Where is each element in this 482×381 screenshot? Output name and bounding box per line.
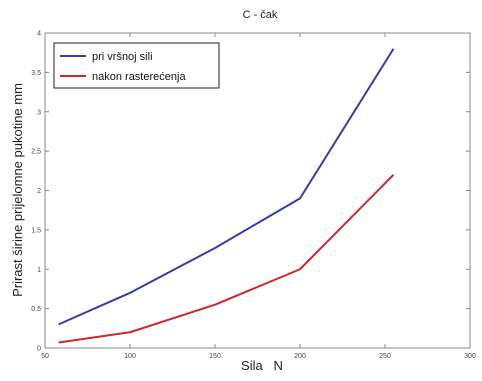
- legend-label-1: nakon rasterećenja: [92, 71, 186, 83]
- x-tick-label: 50: [41, 353, 49, 360]
- y-tick-label: 3: [37, 109, 41, 116]
- y-tick-label: 2: [37, 188, 41, 195]
- y-tick-label: 2.5: [31, 149, 41, 156]
- x-tick-label: 300: [464, 353, 476, 360]
- series-line-1: [58, 174, 395, 344]
- x-tick-label: 250: [379, 353, 391, 360]
- x-tick-label: 100: [124, 353, 136, 360]
- series-lines: [58, 48, 395, 344]
- y-tick-label: 1.5: [31, 227, 41, 234]
- y-axis-label: Prirast širine prijelomne pukotine mm: [10, 83, 25, 297]
- legend-box: [53, 42, 220, 89]
- legend-label-0: pri vršnoj sili: [92, 51, 153, 63]
- y-tick-label: 3.5: [31, 70, 41, 77]
- y-tick-label: 0.5: [31, 306, 41, 313]
- y-tick-label: 1: [37, 267, 41, 274]
- series-line-0: [58, 48, 395, 326]
- y-tick-label: 4: [37, 31, 41, 38]
- x-axis-label: Sila N: [241, 358, 283, 373]
- y-tick-label: 0: [37, 346, 41, 353]
- chart-title: C - čak: [243, 9, 278, 21]
- x-tick-label: 200: [294, 353, 306, 360]
- axis-ticks: 50 100 150 200 250 300 0 0.5 1 1.5 2 2.5 3 3.5 4: [31, 31, 476, 361]
- x-tick-label: 150: [209, 353, 221, 360]
- legend: pri vršnoj sili nakon rasterećenja: [53, 42, 220, 89]
